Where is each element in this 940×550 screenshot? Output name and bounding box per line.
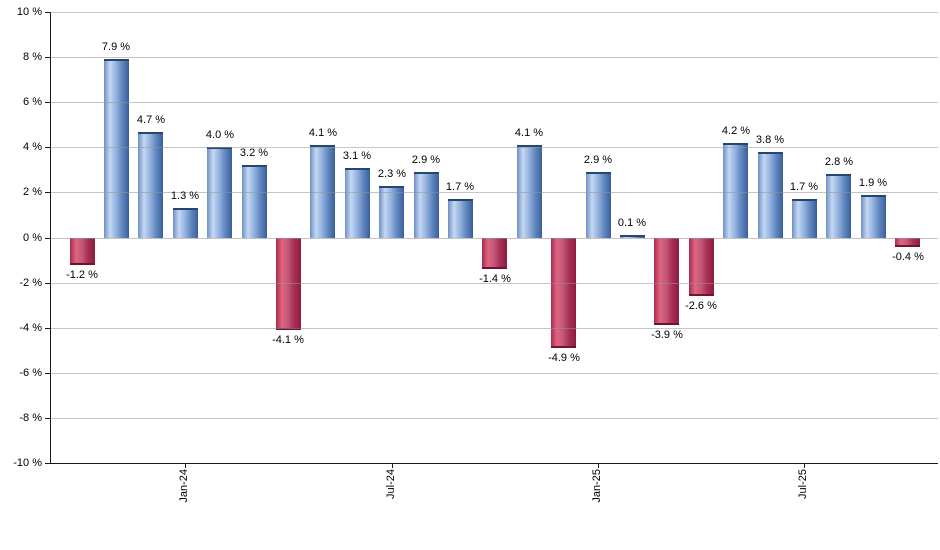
bar-value-label-mar-25: -3.9 %	[651, 329, 683, 341]
bar-mar-25[interactable]	[654, 238, 679, 325]
gridline--6	[51, 373, 938, 374]
bar-jul-25[interactable]	[792, 199, 817, 238]
y-tick--6	[45, 373, 50, 374]
x-tick-Jul-25	[804, 463, 805, 468]
bar-jul-24[interactable]	[379, 186, 404, 238]
bar-value-label-feb-25: 0.1 %	[617, 217, 647, 229]
bar-jan-24[interactable]	[173, 208, 198, 238]
bar-nov-23[interactable]	[104, 59, 129, 238]
x-tick-label: Jan-24	[178, 469, 190, 503]
y-tick-label: -4 %	[19, 322, 42, 334]
y-tick-label: 10 %	[16, 6, 42, 18]
bar-value-label-jun-25: 3.8 %	[755, 134, 785, 146]
bar-may-25[interactable]	[723, 143, 748, 238]
y-tick-6	[45, 102, 50, 103]
y-tick-label: 2 %	[23, 186, 42, 198]
bar-jan-25[interactable]	[586, 172, 611, 238]
bar-dec-23[interactable]	[138, 132, 163, 238]
y-tick--10	[45, 463, 50, 464]
gridline-8	[51, 57, 938, 58]
gridline--4	[51, 328, 938, 329]
bar-nov-24[interactable]	[517, 145, 542, 238]
gridline-0	[51, 238, 938, 239]
bar-aug-24[interactable]	[414, 172, 439, 238]
bar-oct-23[interactable]	[70, 238, 95, 265]
bar-dec-24[interactable]	[551, 238, 576, 348]
bar-oct-25[interactable]	[895, 238, 920, 247]
bar-value-label-jul-25: 1.7 %	[789, 181, 819, 193]
bar-value-label-dec-23: 4.7 %	[136, 114, 166, 126]
x-tick-label: Jul-24	[385, 469, 397, 499]
bar-value-label-may-25: 4.2 %	[721, 125, 751, 137]
y-tick--8	[45, 418, 50, 419]
y-tick-label: -6 %	[19, 367, 42, 379]
bar-jun-24[interactable]	[345, 168, 370, 238]
bar-value-label-mar-24: 3.2 %	[239, 147, 269, 159]
y-tick-4	[45, 147, 50, 148]
bar-value-label-may-24: 4.1 %	[308, 127, 338, 139]
bar-value-label-jun-24: 3.1 %	[342, 150, 372, 162]
y-tick--4	[45, 328, 50, 329]
y-tick--2	[45, 283, 50, 284]
x-tick-Jul-24	[392, 463, 393, 468]
bar-aug-25[interactable]	[826, 174, 851, 238]
y-tick-label: -8 %	[19, 412, 42, 424]
gridline-4	[51, 147, 938, 148]
bar-value-label-sep-24: 1.7 %	[445, 181, 475, 193]
bar-value-label-oct-23: -1.2 %	[66, 269, 98, 281]
bar-value-label-dec-24: -4.9 %	[548, 352, 580, 364]
bar-value-label-aug-25: 2.8 %	[824, 156, 854, 168]
y-tick-8	[45, 57, 50, 58]
bar-value-label-apr-25: -2.6 %	[685, 300, 717, 312]
bar-apr-24[interactable]	[276, 238, 301, 330]
bar-oct-24[interactable]	[482, 238, 507, 269]
gridline-6	[51, 102, 938, 103]
bar-value-label-nov-23: 7.9 %	[101, 41, 131, 53]
y-tick-label: 6 %	[23, 96, 42, 108]
gridline-2	[51, 192, 938, 193]
y-tick-label: -2 %	[19, 277, 42, 289]
bar-may-24[interactable]	[310, 145, 335, 238]
y-tick-label: -10 %	[13, 457, 42, 469]
y-tick-0	[45, 238, 50, 239]
bar-jun-25[interactable]	[758, 152, 783, 238]
bar-value-label-sep-25: 1.9 %	[858, 177, 888, 189]
bar-value-label-feb-24: 4.0 %	[205, 129, 235, 141]
bar-value-label-nov-24: 4.1 %	[514, 127, 544, 139]
y-tick-2	[45, 192, 50, 193]
gridline--2	[51, 283, 938, 284]
bar-value-label-apr-24: -4.1 %	[272, 334, 304, 346]
x-tick-label: Jul-25	[797, 469, 809, 499]
x-tick-label: Jan-25	[591, 469, 603, 503]
bar-feb-25[interactable]	[620, 235, 645, 238]
y-tick-10	[45, 12, 50, 13]
bar-value-label-jul-24: 2.3 %	[377, 168, 407, 180]
x-tick-Jan-24	[185, 463, 186, 468]
gridline-10	[51, 12, 938, 13]
bar-value-label-aug-24: 2.9 %	[411, 154, 441, 166]
y-tick-label: 8 %	[23, 51, 42, 63]
gridline--8	[51, 418, 938, 419]
y-axis	[50, 12, 51, 463]
bar-sep-24[interactable]	[448, 199, 473, 238]
bar-value-label-oct-25: -0.4 %	[892, 251, 924, 263]
y-tick-label: 4 %	[23, 141, 42, 153]
y-tick-label: 0 %	[23, 232, 42, 244]
bar-mar-24[interactable]	[242, 165, 267, 238]
bar-apr-25[interactable]	[689, 238, 714, 296]
x-tick-Jan-25	[598, 463, 599, 468]
bar-value-label-jan-24: 1.3 %	[170, 190, 200, 202]
bar-value-label-oct-24: -1.4 %	[479, 273, 511, 285]
x-axis	[50, 463, 938, 464]
bar-sep-25[interactable]	[861, 195, 886, 238]
bar-value-label-jan-25: 2.9 %	[583, 154, 613, 166]
